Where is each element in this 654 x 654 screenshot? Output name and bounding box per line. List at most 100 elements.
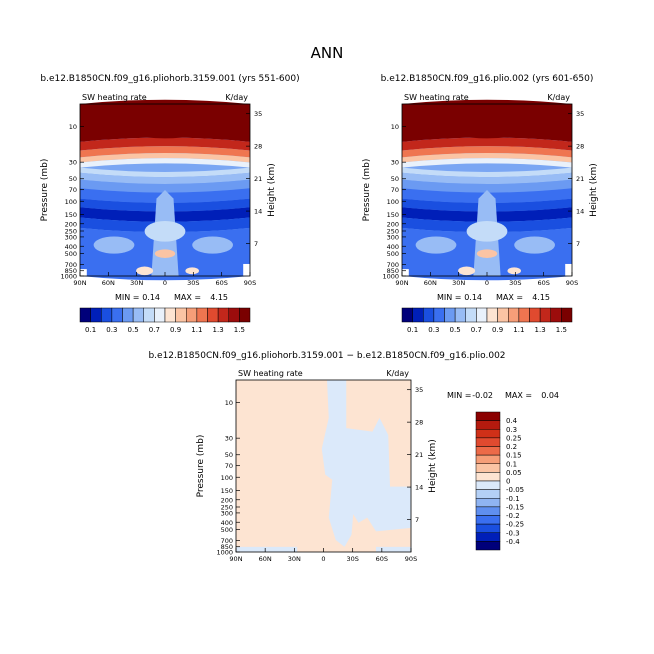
pressure-tick-label: 700 [221,537,233,545]
panel-title: b.e12.B1850CN.f09_g16.pliohorb.3159.001 … [40,74,299,84]
pressure-tick-label: 10 [225,399,233,407]
colorbar-swatch [90,307,102,323]
lat-tick-label: 30S [187,279,199,287]
colorbar-swatch [401,307,413,323]
stat-min-value: -0.02 [472,391,493,400]
panels: b.e12.B1850CN.f09_g16.pliohorb.3159.001 … [40,74,599,563]
negative-region [376,546,411,552]
stat-min-value: 0.14 [142,293,160,302]
colorbar-swatch [217,307,229,323]
stat-min-label: MIN = [437,293,462,302]
contour-band [402,179,572,193]
panel-title: b.e12.B1850CN.f09_g16.pliohorb.3159.001 … [148,351,505,361]
contour-band [402,153,572,163]
surface-max [476,249,498,258]
lower-trop-max [144,220,186,242]
colorbar-swatch [475,437,501,447]
panel-p2: b.e12.B1850CN.f09_g16.plio.002 (yrs 601-… [362,74,599,334]
colorbar-label: 1.1 [191,326,202,334]
lat-tick-label: 0 [163,279,167,287]
stat-max-label: MAX = [496,293,523,302]
surface-patch [185,267,199,275]
lat-tick-label: 90N [73,279,86,287]
colorbar-swatch [475,454,501,464]
lat-tick-label: 30N [452,279,465,287]
colorbar-label: -0.3 [506,529,520,537]
colorbar-swatch [228,307,240,323]
variable-label: SW heating rate [404,93,469,102]
pressure-tick-label: 250 [221,503,233,511]
stratosphere-max [80,104,250,139]
colorbar-swatch [465,307,477,323]
colorbar-swatch [475,506,501,516]
contour-band [402,158,572,168]
pressure-tick-label: 10 [69,123,77,131]
lat-tick-label: 90S [244,279,256,287]
contour-band [80,179,250,193]
height-tick-label: 28 [415,419,423,427]
lat-tick-label: 30S [346,555,358,563]
stat-max-label: MAX = [174,293,201,302]
pressure-tick-label: 500 [221,526,233,534]
colorbar-swatch [475,420,501,430]
lat-tick-label: 60S [215,279,227,287]
lat-tick-label: 30N [288,555,301,563]
panel-title: b.e12.B1850CN.f09_g16.plio.002 (yrs 601-… [381,74,594,84]
colorbar-label: 1.5 [234,326,245,334]
lat-tick-label: 90N [229,555,242,563]
pressure-tick-label: 250 [65,227,77,235]
pressure-tick-label: 500 [65,250,77,258]
colorbar-label: 0.3 [428,326,439,334]
stat-min-value: 0.14 [464,293,482,302]
lat-tick-label: 30S [509,279,521,287]
colorbar-label: 1.3 [213,326,224,334]
colorbar-swatch [423,307,435,323]
pressure-tick-label: 50 [391,175,399,183]
colorbar-swatch [508,307,520,323]
pressure-tick-label: 200 [65,220,77,228]
colorbar-swatch [132,307,144,323]
height-tick-label: 14 [254,208,262,216]
pressure-tick-label: 500 [387,250,399,258]
lat-tick-label: 60S [376,555,388,563]
contour-band [402,146,572,158]
colorbar-swatch [561,307,573,323]
pressure-tick-label: 700 [387,261,399,269]
contour-band [80,153,250,163]
pressure-tick-label: 30 [391,159,399,167]
pressure-tick-label: 100 [65,198,77,206]
pressure-tick-label: 400 [387,243,399,251]
lat-tick-label: 60N [102,279,115,287]
variable-label: SW heating rate [82,93,147,102]
colorbar-swatch [444,307,456,323]
lat-tick-label: 60N [424,279,437,287]
pressure-tick-label: 300 [65,233,77,241]
colorbar-swatch [207,307,219,323]
colorbar-swatch [186,307,198,323]
colorbar-swatch [518,307,530,323]
height-tick-label: 21 [254,175,262,183]
stratosphere-max [402,104,572,139]
midlat-patch [514,236,555,254]
colorbar-swatch [475,498,501,508]
colorbar-label: 0 [506,478,510,486]
contour-band [80,172,250,184]
colorbar-label: -0.2 [506,512,520,520]
colorbar-swatch [475,446,501,456]
pressure-tick-label: 250 [387,227,399,235]
lat-tick-label: 30N [130,279,143,287]
page-title: ANN [311,44,344,62]
y-axis-label: Pressure (mb) [362,159,372,222]
pressure-tick-label: 70 [225,462,233,470]
colorbar-swatch [475,515,501,525]
height-tick-label: 21 [415,451,423,459]
contour-band [80,158,250,168]
colorbar-label: 0.3 [506,426,517,434]
negative-region [321,380,411,547]
height-tick-label: 21 [576,175,584,183]
topography-mask [80,269,87,276]
colorbar-swatch [486,307,498,323]
pressure-tick-label: 150 [221,487,233,495]
pressure-tick-label: 30 [225,435,233,443]
